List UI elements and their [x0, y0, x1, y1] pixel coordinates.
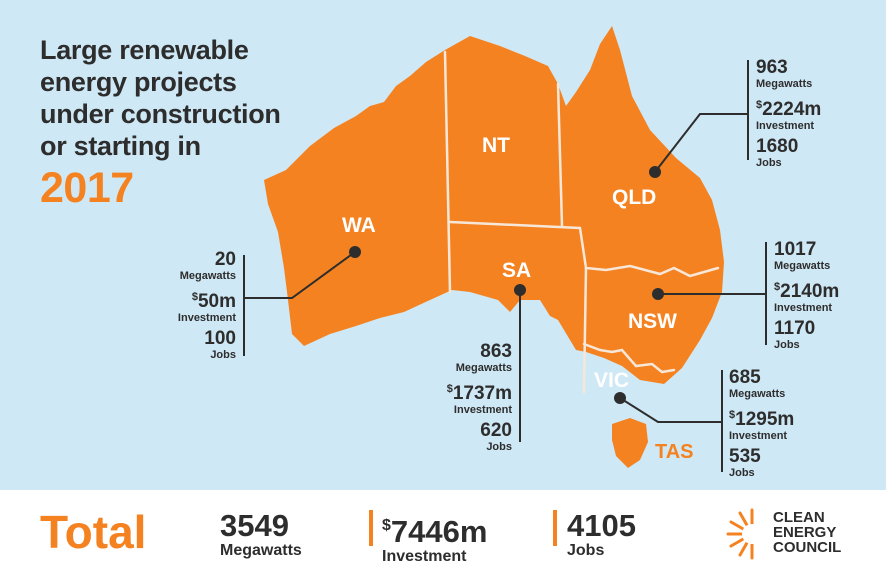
callout-line-wa	[244, 251, 356, 299]
vic-currency: $	[729, 409, 736, 421]
sa-megawatts-value: 863	[480, 341, 512, 362]
qld-investment-value: 2224m	[762, 99, 822, 120]
clean-energy-council-logo-text: CLEAN ENERGY COUNCIL	[773, 510, 841, 555]
total-separator-2	[553, 510, 557, 546]
total-jobs-label: Jobs	[567, 542, 605, 559]
state-label-qld: QLD	[612, 186, 656, 209]
stat-block-sa: 863 Megawatts $1737m Investment 620 Jobs	[416, 342, 512, 458]
mainland-shape	[264, 26, 724, 384]
wa-megawatts-value: 20	[214, 249, 236, 270]
nsw-currency: $	[774, 281, 781, 293]
location-dot-sa	[514, 284, 526, 296]
stat-block-wa: 20 Megawatts $50m Investment 100 Jobs	[140, 250, 236, 366]
location-dots	[349, 166, 664, 404]
qld-jobs-value: 1680	[756, 136, 799, 157]
logo-line-3: COUNCIL	[773, 539, 842, 556]
total-investment-value: 7446m	[390, 514, 488, 549]
qld-investment-label: Investment	[756, 120, 815, 132]
sa-megawatts-label: Megawatts	[455, 362, 512, 374]
stat-block-vic: 685 Megawatts $1295m Investment 535 Jobs	[729, 368, 839, 484]
state-label-tas: TAS	[655, 441, 694, 463]
sa-jobs-label: Jobs	[486, 441, 512, 453]
sa-currency: $	[446, 383, 453, 395]
location-dot-nsw	[652, 288, 664, 300]
logo-line-2: ENERGY	[773, 524, 837, 541]
total-currency: $	[382, 517, 391, 534]
vic-investment-value: 1295m	[735, 409, 795, 430]
state-label-nt: NT	[482, 134, 510, 157]
nsw-investment-label: Investment	[774, 302, 833, 314]
tasmania-shape	[612, 418, 648, 468]
nsw-jobs-label: Jobs	[774, 339, 800, 351]
vic-jobs-value: 535	[729, 446, 761, 467]
wa-investment-value: 50m	[197, 291, 236, 312]
wa-jobs-label: Jobs	[210, 349, 236, 361]
wa-currency: $	[191, 291, 198, 303]
headline: Large renewable energy projects under co…	[40, 34, 281, 212]
total-megawatts-label: Megawatts	[220, 542, 302, 559]
sa-investment-value: 1737m	[452, 383, 512, 404]
total-jobs-value: 4105	[567, 508, 636, 543]
stat-block-nsw: 1017 Megawatts $2140m Investment 1170 Jo…	[774, 240, 878, 356]
state-borders	[443, 50, 720, 394]
state-label-vic: VIC	[594, 369, 629, 392]
location-dot-wa	[349, 246, 361, 258]
total-investment: $7446m Investment	[382, 510, 487, 566]
logo-line-1: CLEAN	[773, 509, 825, 526]
headline-year: 2017	[40, 164, 134, 212]
vic-jobs-label: Jobs	[729, 467, 755, 479]
callout-lines	[243, 60, 767, 472]
clean-energy-council-logo-icon	[726, 508, 762, 560]
state-label-wa: WA	[342, 214, 376, 237]
qld-megawatts-value: 963	[756, 57, 788, 78]
map-panel: NT QLD WA SA NSW VIC TAS	[0, 0, 886, 490]
vic-investment-label: Investment	[729, 430, 788, 442]
headline-line-3: under construction	[40, 99, 281, 129]
headline-line-2: energy projects	[40, 67, 237, 97]
location-dot-vic	[614, 392, 626, 404]
qld-megawatts-label: Megawatts	[756, 78, 813, 90]
qld-currency: $	[756, 99, 763, 111]
total-separator-1	[369, 510, 373, 546]
total-megawatts: 3549 Megawatts	[220, 510, 302, 560]
callout-line-vic	[619, 397, 722, 423]
callout-line-qld	[654, 113, 748, 173]
total-megawatts-value: 3549	[220, 508, 289, 543]
total-jobs: 4105 Jobs	[567, 510, 636, 560]
stat-block-qld: 963 Megawatts $2224m Investment 1680 Job…	[756, 58, 866, 174]
vic-megawatts-value: 685	[729, 367, 761, 388]
nsw-megawatts-value: 1017	[774, 239, 817, 260]
qld-jobs-label: Jobs	[756, 157, 782, 169]
totals-bar: Total 3549 Megawatts $7446m Investment 4…	[0, 490, 886, 588]
wa-investment-label: Investment	[177, 312, 236, 324]
location-dot-qld	[649, 166, 661, 178]
australia-map: NT QLD WA SA NSW VIC TAS	[243, 26, 767, 472]
headline-line-1: Large renewable	[40, 35, 249, 65]
nsw-jobs-value: 1170	[774, 318, 816, 339]
sa-investment-label: Investment	[453, 404, 512, 416]
state-label-sa: SA	[502, 259, 531, 282]
total-label: Total	[40, 506, 147, 558]
wa-jobs-value: 100	[204, 328, 236, 349]
nsw-investment-value: 2140m	[780, 281, 840, 302]
sa-jobs-value: 620	[480, 420, 512, 441]
headline-line-4: or starting in	[40, 131, 201, 161]
vic-megawatts-label: Megawatts	[729, 388, 786, 400]
total-investment-label: Investment	[382, 548, 467, 565]
nsw-megawatts-label: Megawatts	[774, 260, 831, 272]
wa-megawatts-label: Megawatts	[179, 270, 236, 282]
state-label-nsw: NSW	[628, 310, 677, 333]
